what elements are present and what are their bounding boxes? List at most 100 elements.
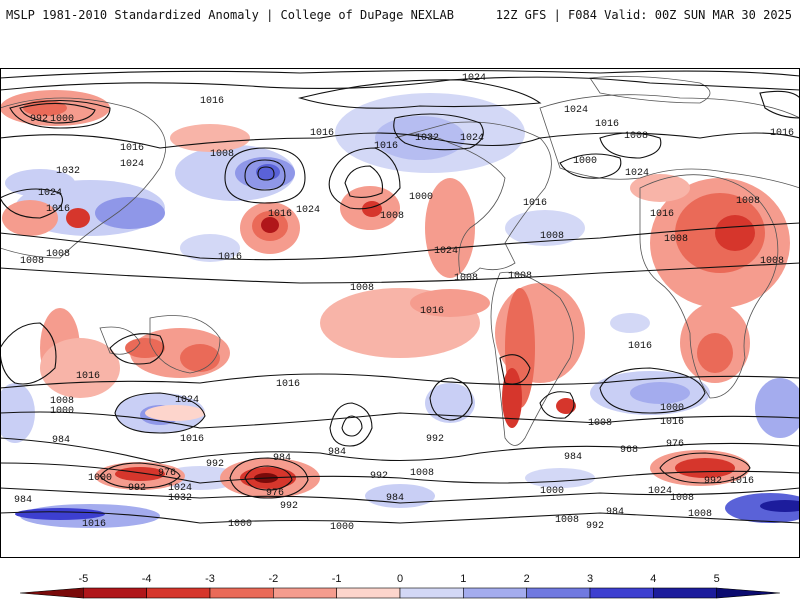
isobar-label: 1008 [508, 271, 532, 282]
coastlines [0, 75, 800, 446]
colorbar-tick-label: 5 [714, 573, 720, 585]
isobar-label: 1000 [50, 406, 74, 417]
isobar-label: 1000 [330, 522, 354, 533]
isobar-label: 1032 [56, 166, 80, 177]
isobar-label: 1024 [434, 246, 458, 257]
negative-anomaly-areas [0, 90, 790, 498]
isobar-label: 1000 [409, 192, 433, 203]
isobar-label: 1016 [268, 209, 292, 220]
isobar-label: 1016 [82, 519, 106, 530]
colorbar-segment [146, 587, 211, 599]
isobar-label: 1016 [374, 141, 398, 152]
isobar-label: 1008 [20, 256, 44, 267]
isobar-label: 1016 [46, 204, 70, 215]
isobar-label: 984 [564, 452, 582, 463]
isobar-label: 984 [273, 453, 291, 464]
isobar-label: 1016 [420, 306, 444, 317]
isobar-label: 984 [14, 495, 32, 506]
isobar-label: 1008 [410, 468, 434, 479]
isobar-label: 1016 [76, 371, 100, 382]
isobar-label: 1016 [200, 96, 224, 107]
isobar-label: 1008 [624, 131, 648, 142]
colorbar-segment [716, 587, 781, 599]
colorbar-segments [19, 587, 781, 599]
isobar-label: 1008 [540, 231, 564, 242]
isobar-label: 1024 [460, 133, 484, 144]
colorbar-tick-label: 1 [460, 573, 466, 585]
colorbar-tick-label: -4 [142, 573, 152, 585]
isobar-label: 1008 [50, 396, 74, 407]
colorbar-segment [589, 587, 654, 599]
isobar-label: 1024 [462, 73, 486, 84]
isobar-label: 1016 [120, 143, 144, 154]
isobar-label: 1016 [650, 209, 674, 220]
isobar-label: 984 [52, 435, 70, 446]
isobar-label: 1024 [625, 168, 649, 179]
isobar-label: 992 [206, 459, 224, 470]
colorbar-tick-label: -3 [205, 573, 215, 585]
isobar-label: 1000 [228, 519, 252, 530]
isobar-label: 968 [620, 445, 638, 456]
isobar-label: 1024 [296, 205, 320, 216]
header-bar: MSLP 1981-2010 Standardized Anomaly | Co… [0, 0, 800, 40]
run-valid-time: 12Z GFS | F084 Valid: 00Z SUN MAR 30 202… [495, 8, 792, 22]
isobar-label: 1016 [523, 198, 547, 209]
isobar-label: 1024 [38, 188, 62, 199]
colorbar-tick-label: -5 [78, 573, 88, 585]
isobar-label: 1016 [628, 341, 652, 352]
colorbar-tick-label: 4 [650, 573, 656, 585]
colorbar-segment [463, 587, 527, 599]
isobar-label: 1008 [736, 196, 760, 207]
isobar-label: 1032 [168, 493, 192, 504]
isobar-label: 992 [30, 114, 48, 125]
colorbar-tick-label: -2 [268, 573, 278, 585]
colorbar-tick-label: -1 [332, 573, 342, 585]
isobar-label: 1016 [770, 128, 794, 139]
isobar-label: 984 [386, 493, 404, 504]
isobar-label: 1016 [310, 128, 334, 139]
colorbar: -5 -4 -3 -2 -1 0 1 2 3 4 5 [0, 560, 800, 600]
isobar-label: 992 [370, 471, 388, 482]
isobar-label: 1016 [730, 476, 754, 487]
colorbar-segment [209, 587, 274, 599]
isobar-label: 1008 [380, 211, 404, 222]
isobar-label: 1016 [595, 119, 619, 130]
isobar-label: 976 [666, 439, 684, 450]
isobar-label: 1008 [664, 234, 688, 245]
colorbar-tick-label: 0 [397, 573, 403, 585]
isobar-label: 1024 [175, 395, 199, 406]
isobar-label: 1024 [120, 159, 144, 170]
isobar-contours [0, 69, 800, 524]
colorbar-segment [399, 587, 464, 599]
isobar-label: 1000 [573, 156, 597, 167]
isobar-labels: 1024 1016 992 1000 1016 1008 1016 1024 1… [14, 73, 794, 533]
isobar-label: 984 [328, 447, 346, 458]
isobar-label: 1008 [760, 256, 784, 267]
isobar-label: 1024 [168, 483, 192, 494]
colorbar-segment [336, 587, 401, 599]
colorbar-tick-label: 3 [587, 573, 593, 585]
colorbar-tick-label: 2 [524, 573, 530, 585]
isobar-label: 976 [266, 488, 284, 499]
colorbar-segment [526, 587, 591, 599]
isobar-label: 1000 [540, 486, 564, 497]
isobar-label: 984 [606, 507, 624, 518]
isobar-label: 992 [128, 483, 146, 494]
isobar-label: 1016 [276, 379, 300, 390]
isobar-label: 992 [426, 434, 444, 445]
isobar-label: 992 [586, 521, 604, 532]
colorbar-segment [653, 587, 717, 599]
isobar-label: 1008 [46, 249, 70, 260]
isobar-label: 1008 [670, 493, 694, 504]
isobar-label: 1032 [415, 133, 439, 144]
isobar-label: 1000 [660, 403, 684, 414]
isobar-label: 992 [280, 501, 298, 512]
isobar-label: 1008 [350, 283, 374, 294]
isobar-label: 1000 [50, 114, 74, 125]
isobar-label: 1008 [555, 515, 579, 526]
isobar-label: 1008 [588, 418, 612, 429]
isobar-label: 1008 [688, 509, 712, 520]
colorbar-segment [83, 587, 147, 599]
isobar-label: 976 [158, 468, 176, 479]
isobar-label: 1024 [564, 105, 588, 116]
